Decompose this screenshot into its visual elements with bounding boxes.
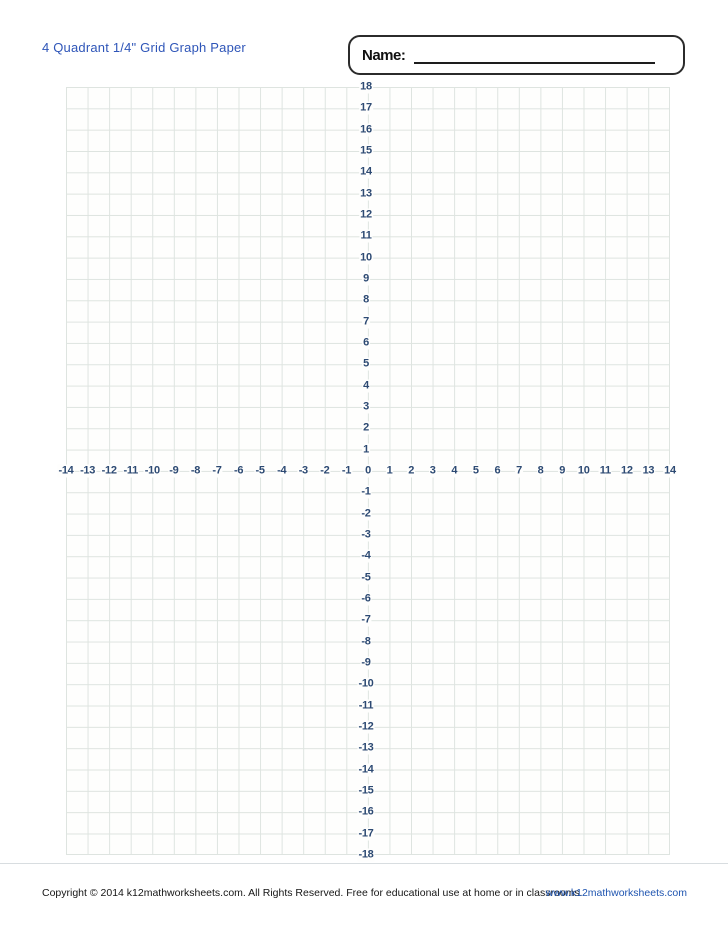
y-tick-label: -17	[357, 827, 375, 841]
y-tick-label: -2	[360, 507, 372, 521]
x-tick-label: 0	[364, 464, 372, 478]
x-tick-label: 12	[620, 464, 634, 478]
y-tick-label: 16	[359, 123, 373, 137]
x-tick-label: -4	[276, 464, 288, 478]
y-tick-label: 11	[359, 229, 373, 243]
x-tick-label: 13	[641, 464, 656, 478]
page-title: 4 Quadrant 1/4" Grid Graph Paper	[42, 40, 246, 55]
y-tick-label: -11	[357, 699, 375, 713]
name-label: Name:	[362, 46, 406, 64]
name-fill-in-line[interactable]	[414, 62, 655, 64]
copyright-text: Copyright © 2014 k12mathworksheets.com. …	[42, 887, 583, 899]
y-tick-label: -10	[357, 677, 375, 691]
y-tick-label: -18	[357, 848, 375, 862]
y-tick-label: -5	[360, 571, 372, 585]
x-tick-label: 2	[407, 464, 416, 478]
y-tick-label: 13	[359, 187, 373, 201]
y-tick-label: 15	[359, 144, 373, 158]
x-tick-label: -10	[143, 464, 161, 478]
y-tick-label: -6	[360, 592, 372, 606]
y-tick-label: 9	[362, 272, 370, 286]
y-tick-label: -4	[360, 549, 372, 563]
y-tick-label: -9	[360, 656, 372, 670]
x-tick-label: -12	[100, 464, 118, 478]
y-tick-label: 10	[359, 251, 373, 265]
y-tick-label: -13	[357, 741, 375, 755]
x-tick-label: 3	[428, 464, 437, 478]
x-tick-label: 14	[663, 464, 677, 478]
x-tick-label: -3	[297, 464, 309, 478]
x-tick-label: 5	[471, 464, 480, 478]
y-tick-label: -16	[357, 805, 375, 819]
y-tick-label: 3	[362, 400, 370, 414]
y-tick-label: 17	[359, 101, 373, 115]
x-tick-label: -2	[319, 464, 331, 478]
y-tick-label: -8	[360, 635, 372, 649]
y-tick-label: 1	[362, 443, 370, 457]
y-tick-label: 18	[359, 80, 373, 94]
x-tick-label: 6	[493, 464, 502, 478]
x-tick-label: 7	[515, 464, 523, 478]
y-tick-label: 2	[362, 421, 370, 435]
y-tick-label: 7	[362, 315, 370, 329]
y-tick-label: -1	[360, 485, 372, 499]
y-tick-label: -14	[357, 763, 375, 777]
x-tick-label: -9	[168, 464, 180, 478]
x-tick-label: -5	[254, 464, 266, 478]
y-tick-label: 12	[359, 208, 373, 222]
x-tick-label: 8	[536, 464, 545, 478]
y-tick-label: -3	[360, 528, 372, 542]
x-tick-label: -1	[340, 464, 353, 478]
y-tick-label: 4	[362, 379, 370, 393]
x-tick-label: -11	[122, 464, 139, 478]
x-tick-label: -7	[211, 464, 223, 478]
y-tick-label: -12	[357, 720, 375, 734]
x-tick-label: 4	[450, 464, 459, 478]
y-tick-label: 14	[359, 165, 373, 179]
y-tick-label: 5	[362, 357, 370, 371]
name-box: Name:	[348, 35, 685, 75]
x-tick-label: 11	[598, 464, 612, 478]
graph-paper-grid: -14 -13 -12 -11 -10 -9 -8 -7 -6 -5 -4 -3 -2 -1 0 1 2 3 4 5 6…	[57, 80, 677, 862]
website-link[interactable]: www.k12mathworksheets.com	[545, 887, 687, 899]
y-tick-label: 6	[362, 336, 370, 350]
y-tick-label: -7	[360, 613, 372, 627]
footer-divider	[0, 863, 728, 864]
x-tick-label: 9	[558, 464, 567, 478]
x-tick-label: -14	[57, 464, 75, 478]
y-tick-label: 8	[362, 293, 370, 307]
x-tick-label: 10	[576, 464, 591, 478]
x-tick-label: -13	[79, 464, 97, 478]
y-tick-label: -15	[357, 784, 375, 798]
x-tick-label: -8	[189, 464, 202, 478]
x-tick-label: -6	[232, 464, 245, 478]
x-tick-label: 1	[385, 464, 394, 478]
